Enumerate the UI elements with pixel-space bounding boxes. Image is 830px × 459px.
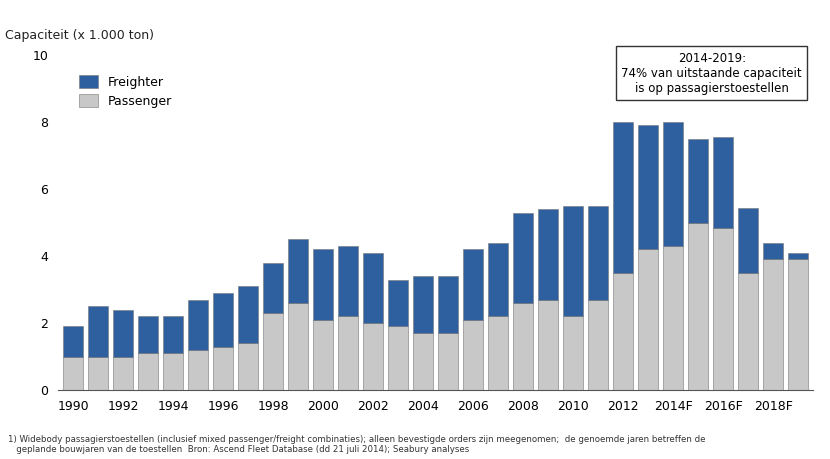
Bar [588,300,608,390]
Bar [663,246,683,390]
Text: 2014-2019:
74% van uitstaande capaciteit
is op passagierstoestellen: 2014-2019: 74% van uitstaande capaciteit… [622,52,802,95]
Bar [739,273,759,390]
Bar [263,263,283,313]
Bar [88,307,108,357]
Bar [313,249,333,320]
Bar [788,259,808,390]
Bar [188,300,208,350]
Bar [488,243,508,316]
Bar [764,243,784,259]
Bar [463,249,483,320]
Bar [338,316,359,390]
Bar [113,357,133,390]
Bar [638,125,658,249]
Bar [663,122,683,246]
Bar [713,137,734,228]
Bar [588,206,608,300]
Bar [213,293,233,347]
Bar [739,207,759,273]
Bar [63,357,83,390]
Bar [313,320,333,390]
Bar [63,326,83,357]
Bar [113,310,133,357]
Bar [138,353,159,390]
Bar [463,320,483,390]
Bar [288,303,308,390]
Bar [564,316,583,390]
Text: 1) Widebody passagierstoestellen (inclusief mixed passenger/freight combinaties): 1) Widebody passagierstoestellen (inclus… [8,435,705,454]
Bar [413,276,433,333]
Bar [488,316,508,390]
Bar [388,280,408,326]
Bar [238,343,258,390]
Bar [513,213,534,303]
Bar [388,326,408,390]
Bar [688,223,708,390]
Bar [638,249,658,390]
Bar [788,253,808,259]
Legend: Freighter, Passenger: Freighter, Passenger [80,75,173,108]
Bar [713,228,734,390]
Bar [188,350,208,390]
Bar [138,316,159,353]
Bar [438,333,458,390]
Bar [364,253,383,323]
Bar [238,286,258,343]
Bar [263,313,283,390]
Bar [164,316,183,353]
Bar [338,246,359,316]
Bar [288,239,308,303]
Bar [564,206,583,316]
Bar [88,357,108,390]
Bar [688,139,708,223]
Text: Capaciteit (x 1.000 ton): Capaciteit (x 1.000 ton) [5,28,154,42]
Bar [764,259,784,390]
Bar [539,300,559,390]
Bar [164,353,183,390]
Bar [539,209,559,300]
Bar [613,122,633,273]
Bar [413,333,433,390]
Bar [213,347,233,390]
Bar [438,276,458,333]
Bar [513,303,534,390]
Bar [364,323,383,390]
Bar [613,273,633,390]
